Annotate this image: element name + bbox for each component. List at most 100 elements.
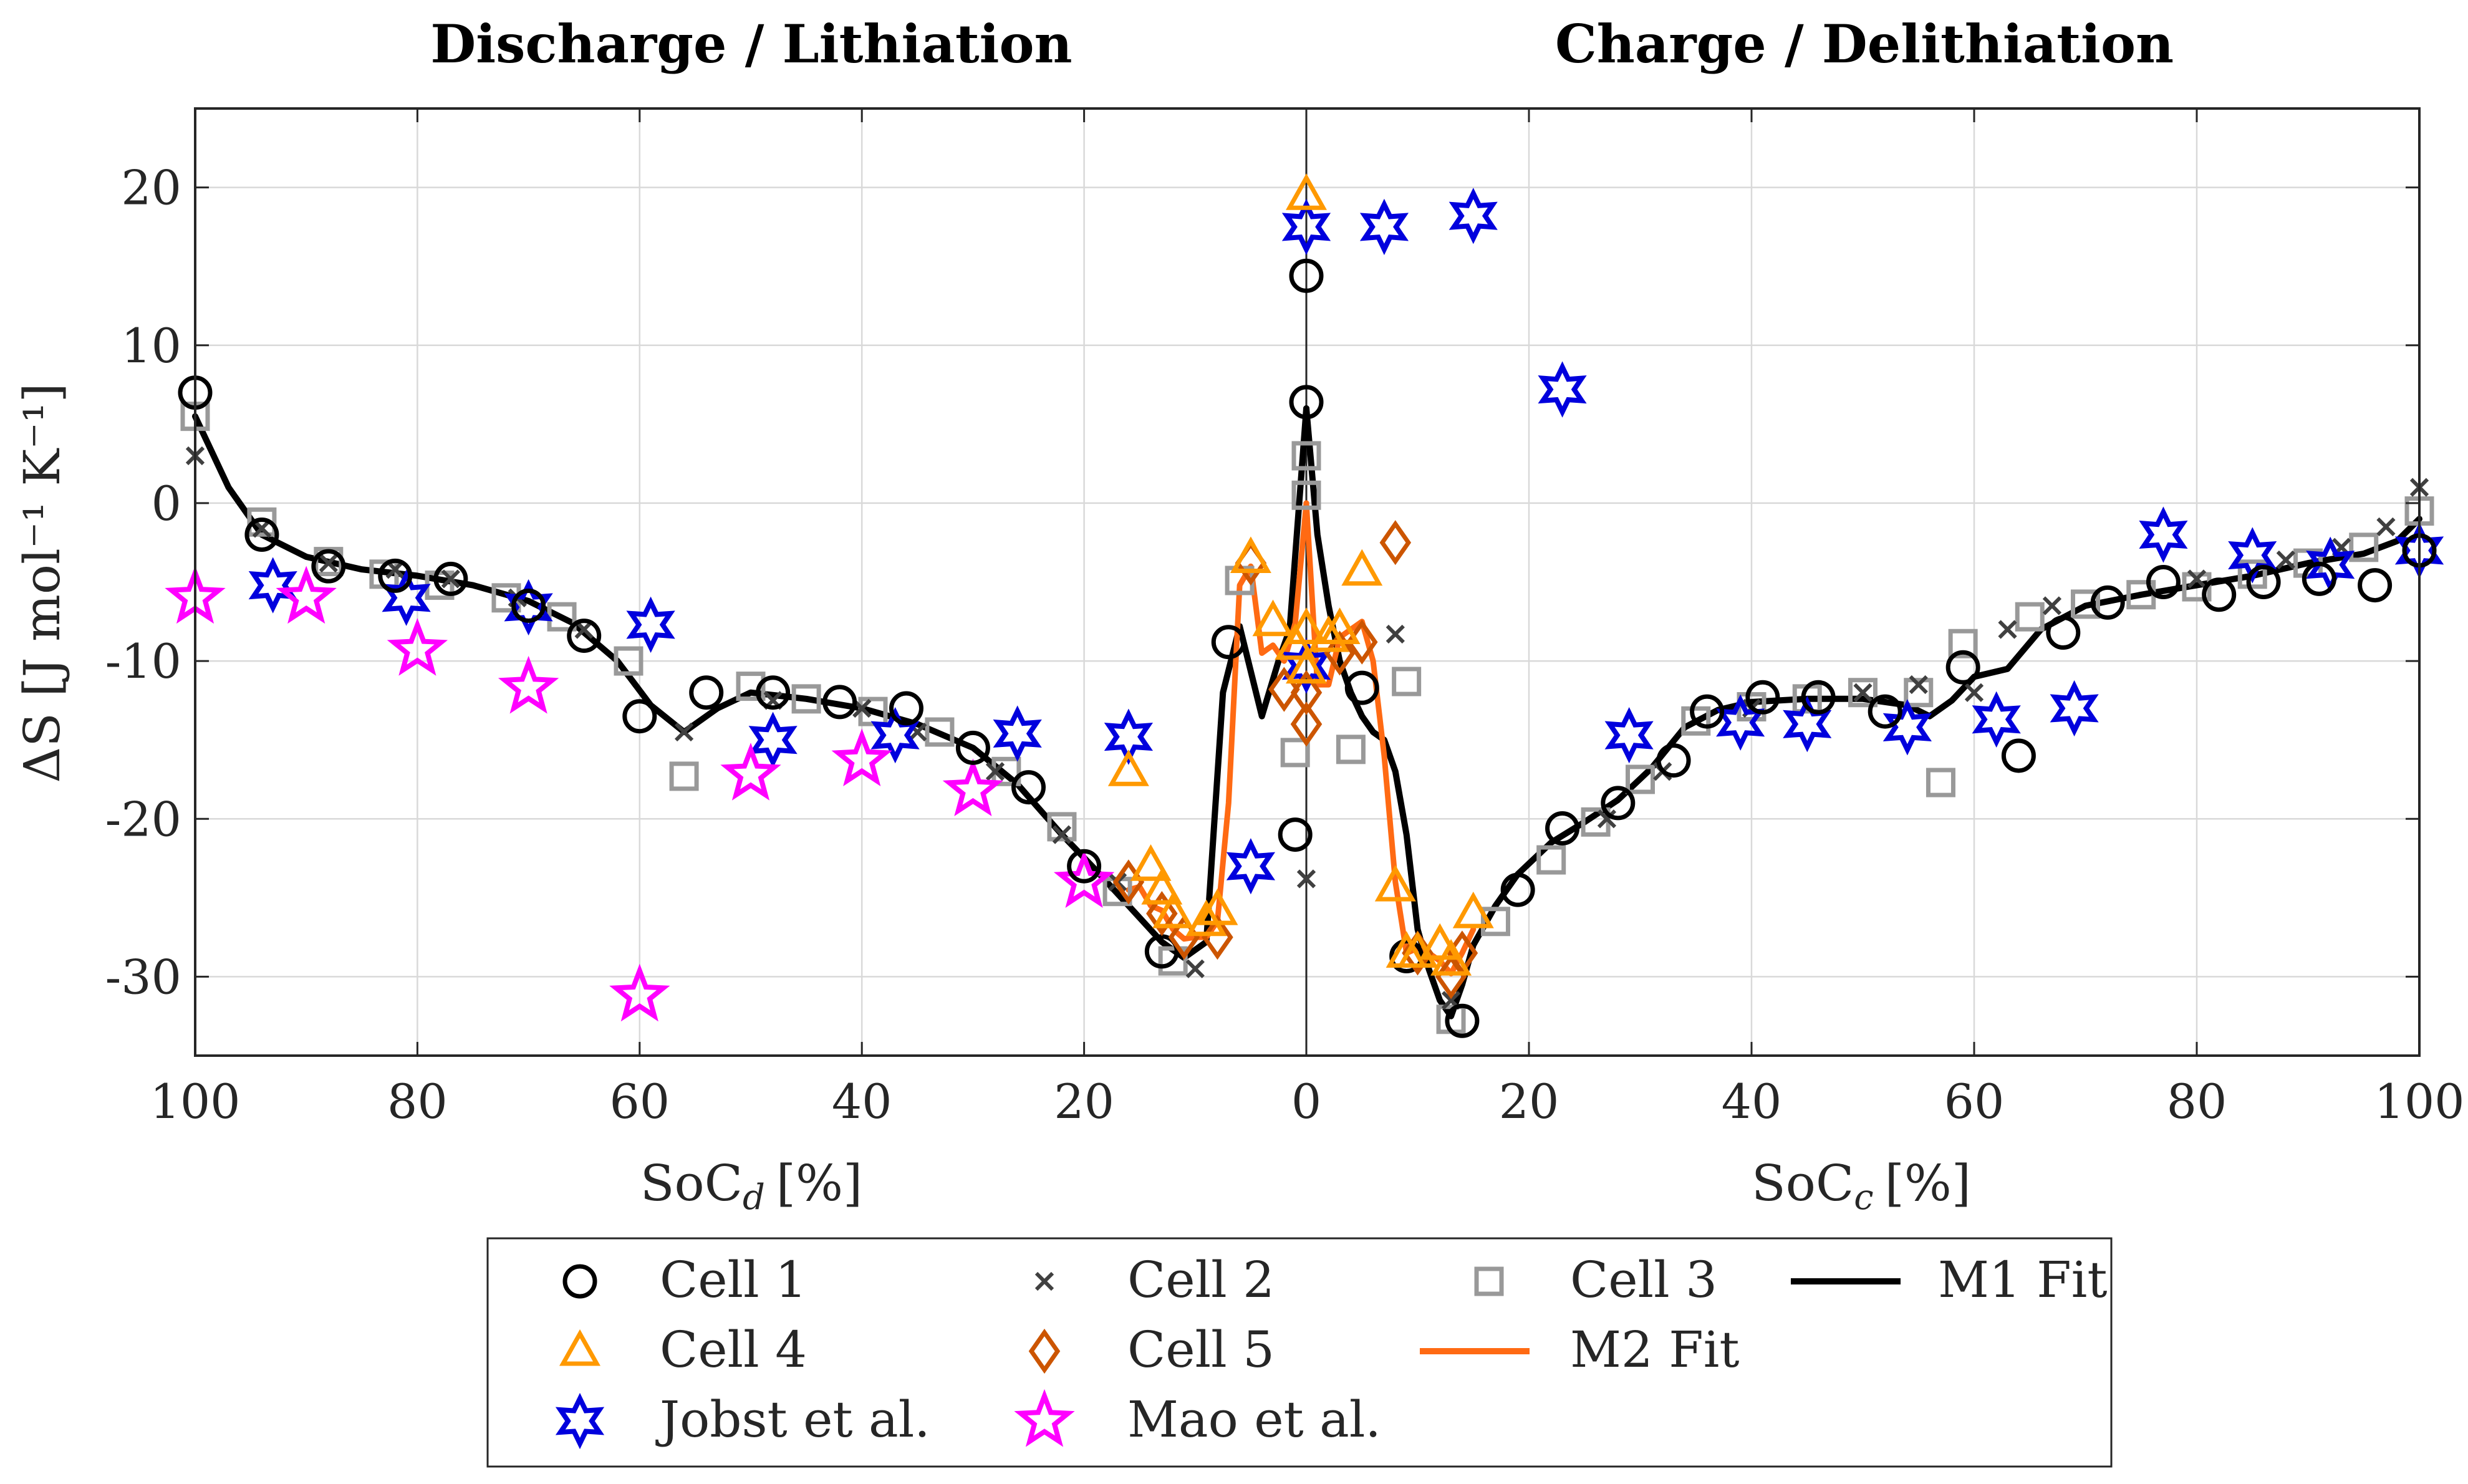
cell1-point [567,619,602,653]
series-cell3 [180,402,2434,1034]
cell1-point [2202,577,2237,612]
cell1-point [2358,568,2393,603]
cell1-point [1945,650,1980,685]
cell4-point [1374,864,1416,902]
y-axis-label: ΔS [J mol⁻¹ K⁻¹] [13,383,71,783]
cell2-point [1909,675,1928,695]
x-tick-label: 80 [387,1074,448,1129]
title-discharge: Discharge / Lithiation [430,13,1072,75]
legend-marker-cell4 [559,1329,600,1366]
x-label-charge-main: SoC [1752,1154,1854,1212]
cell1-point [511,588,546,623]
legend-marker-mao [1014,1389,1075,1447]
cell1-point [1445,1003,1480,1038]
cell2-point-stroke [985,762,1005,781]
cell3-point [2349,532,2379,562]
legend: Cell 1 Cell 2 Cell 3 M1 Fit Cell 4 Cell … [486,1237,2113,1468]
cell2-point [1964,683,1984,702]
x-label-discharge-sub: d [743,1177,765,1218]
cell3-point [925,717,955,747]
cell2-point [1597,809,1617,829]
cell2-point-stroke [2276,550,2295,570]
data-series [165,173,2444,1038]
legend-marker-cell2 [1034,1271,1054,1291]
cell2-point-stroke [1597,809,1617,829]
cell3-point [1158,946,1188,976]
legend-entry-m2: M2 Fit [1420,1321,1739,1379]
m2-fit-line-charge [1303,500,1477,976]
cell2-point-stroke [2042,596,2062,615]
legend-entry-mao: Mao et al. [1014,1389,1381,1448]
legend-marker-jobst [555,1392,605,1450]
x-tick-label: 60 [609,1074,670,1129]
series-cell2 [185,446,2429,1010]
jobst-point [504,579,553,636]
cell3-point [1336,735,1366,764]
cell1-point [378,558,413,593]
cell2-point-stroke [674,722,694,742]
mao-point [498,655,559,714]
cell5-point [1379,520,1412,566]
legend-label-mao: Mao et al. [1127,1390,1381,1448]
cell1-point [2001,738,2036,773]
y-tick-label: 20 [121,160,181,216]
cell4-point [1419,923,1461,960]
jobst-point [1104,708,1154,765]
cell3-point [1047,812,1077,842]
mao-point [609,963,670,1022]
cell2-point [2042,596,2062,615]
legend-entry-m1: M1 Fit [1791,1251,2107,1309]
y-tick-label: -30 [105,949,181,1005]
cell1-point [889,691,923,726]
legend-marker-cell3 [1474,1266,1504,1296]
cell2-point [319,553,338,573]
cell4-point [1430,938,1472,976]
cell2-point-stroke [1998,620,2017,639]
cell1-point [1690,694,1725,729]
legend-label-m1: M1 Fit [1938,1251,2107,1309]
jobst-point [1281,198,1331,256]
y-tick-label: 0 [152,476,181,531]
cell2-point [441,569,460,589]
legend-label-cell3: Cell 3 [1570,1251,1717,1309]
cell5-point [1146,891,1178,937]
jobst-point [2050,680,2099,737]
cell2-point-stroke [2376,517,2396,537]
cell2-point-stroke [1386,624,1405,644]
cell1-point [1289,385,1324,420]
x-tick-label: 20 [1499,1074,1559,1129]
mao-point [387,618,448,676]
x-tick-label: 40 [1722,1074,1782,1129]
jobst-point [2139,506,2188,563]
legend-label-cell5: Cell 5 [1127,1321,1275,1379]
cell3-point [1626,764,1655,794]
cell4-point [1152,892,1194,928]
cell5-point [1324,630,1356,676]
jobst-point [1449,188,1498,244]
cell4-point [1185,899,1227,937]
x-axis-label-discharge: SoCd [%] [640,1154,862,1218]
cell4-point [1341,549,1383,586]
legend-entry-cell4: Cell 4 [559,1321,807,1379]
cell3-point [1280,738,1310,768]
cell3-point [1291,441,1321,471]
jobst-point [1538,361,1587,418]
jobst-point [1604,706,1654,764]
cell4-point [1286,173,1327,210]
cell3-point [2015,602,2045,632]
cell2-point [1998,620,2017,639]
x-tick-label: 20 [1054,1074,1114,1129]
legend-label-cell4: Cell 4 [660,1321,807,1379]
cell1-point [1278,817,1313,852]
mao-point [942,758,1004,817]
cell3-point [1926,768,1955,797]
cell2-point [2376,517,2396,537]
legend-label-cell2: Cell 2 [1127,1251,1275,1309]
cell3-point [1848,678,1878,708]
jobst-point [626,596,675,653]
mao-point [276,566,337,624]
cell3-point [2071,589,2100,619]
cell1-point [1011,770,1046,805]
cell1-point [2046,615,2081,650]
cell1-point [1601,786,1636,821]
